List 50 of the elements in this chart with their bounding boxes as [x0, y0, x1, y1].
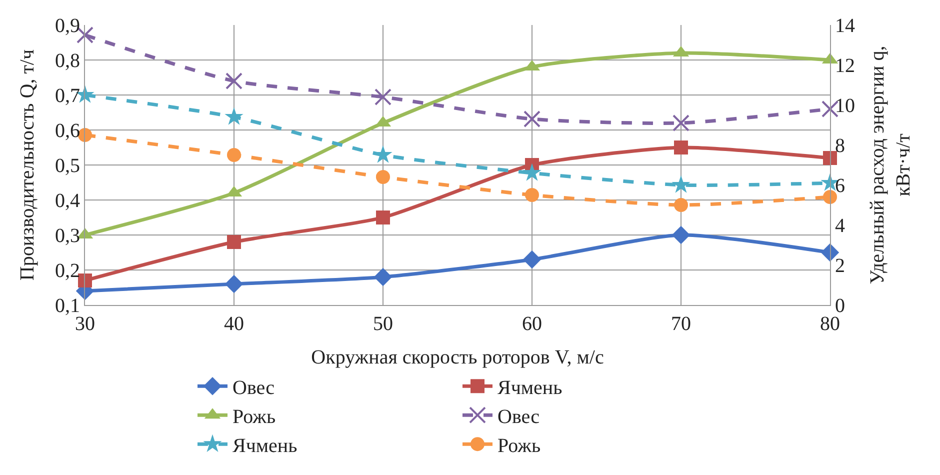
y-tick-label: 0,5: [55, 155, 80, 177]
point: [822, 100, 838, 118]
y-tick-label: 0,2: [55, 260, 80, 282]
y2-tick-label: 8: [835, 135, 845, 157]
y2-axis-title: Удельный расход энергии q, кВт·ч/т: [866, 46, 914, 284]
point: [672, 175, 690, 193]
legend-label: Овес: [498, 406, 540, 428]
y2-tick-label: 4: [835, 215, 845, 237]
point: [376, 210, 390, 224]
x-tick-label: 50: [373, 313, 393, 335]
point: [226, 72, 242, 90]
point: [224, 107, 244, 125]
point: [823, 190, 837, 204]
x-tick-label: 60: [522, 313, 542, 335]
point: [224, 274, 244, 294]
legend-label: Ячмень: [498, 376, 562, 399]
point: [522, 163, 542, 181]
point: [672, 114, 690, 132]
point: [674, 198, 688, 212]
x-tick-label: 40: [224, 313, 244, 335]
point: [522, 250, 542, 269]
point: [78, 274, 92, 288]
point: [376, 170, 390, 184]
y-axis-title: Производительность Q, т/ч: [16, 49, 38, 281]
y2-tick-label: 14: [835, 15, 855, 37]
point: [672, 226, 690, 244]
y-tick-label: 0,7: [55, 85, 80, 107]
legend-label: Овес: [232, 376, 275, 399]
point: [525, 188, 539, 202]
y-tick-label: 0,3: [55, 225, 80, 247]
point: [674, 140, 688, 154]
y-tick-label: 0,4: [55, 190, 80, 212]
y2-tick-label: 6: [835, 175, 845, 197]
legend-label: Рожь: [232, 406, 276, 428]
legend-label: Ячмень: [232, 434, 298, 457]
y2-tick-label: 12: [835, 55, 855, 77]
point: [823, 151, 837, 165]
x-tick-label: 70: [671, 313, 691, 335]
y-tick-label: 0,9: [55, 15, 80, 37]
y2-tick-label: 2: [835, 255, 845, 277]
y2-tick-label: 10: [835, 95, 855, 117]
point: [524, 110, 540, 128]
point: [374, 88, 392, 106]
y-tick-label: 0,6: [55, 120, 80, 142]
point: [374, 268, 392, 286]
legend-label: Рожь: [498, 434, 541, 457]
x-axis-title: Окружная скорость роторов V, м/с: [311, 346, 604, 368]
y-tick-label: 0,8: [55, 50, 80, 72]
point: [227, 235, 241, 249]
point: [227, 148, 241, 162]
